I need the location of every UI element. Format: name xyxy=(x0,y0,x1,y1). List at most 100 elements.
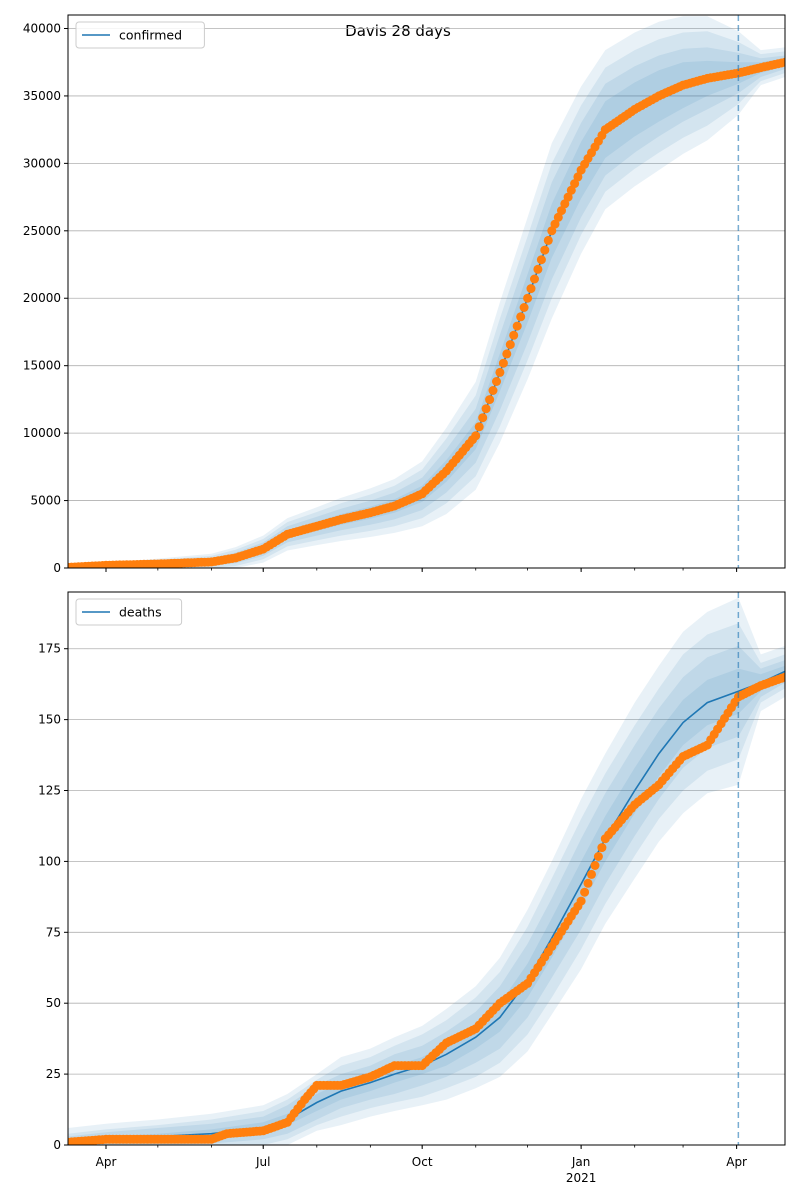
deaths-chart-panel: 0 25 50 75 100 125 150 175 Apr Jul Oct Jan 2021 Apr de… xyxy=(38,591,786,1185)
y-tick-label: 15000 xyxy=(23,359,61,373)
observed-point xyxy=(523,293,533,303)
legend-label: deaths xyxy=(119,605,162,620)
observed-point xyxy=(543,947,553,957)
y-tick-label: 75 xyxy=(46,925,61,939)
y-tick-label: 125 xyxy=(38,784,61,798)
x-tick-label: Apr xyxy=(96,1155,117,1169)
legend: deaths xyxy=(75,598,183,626)
x-tick-label: Jul xyxy=(255,1155,270,1169)
observed-point xyxy=(149,559,159,568)
observed-point xyxy=(492,1002,501,1012)
observed-point xyxy=(495,367,505,377)
observed-point xyxy=(474,422,484,432)
observed-point xyxy=(675,756,685,765)
legend-box xyxy=(75,598,183,626)
observed-point xyxy=(536,255,546,265)
observed-point xyxy=(414,490,424,500)
y-tick-label: 150 xyxy=(38,713,61,727)
y-tick-label: 20000 xyxy=(23,291,61,305)
observed-point xyxy=(509,330,519,340)
x-tick-label: Jan xyxy=(571,1155,591,1169)
x-tick-label: Apr xyxy=(726,1155,747,1169)
observed-point xyxy=(557,206,566,216)
observed-point xyxy=(333,1080,342,1090)
observed-point xyxy=(550,219,560,229)
y-tick-label: 25000 xyxy=(23,224,61,238)
observed-point xyxy=(560,199,570,209)
y-tick-label: 40000 xyxy=(23,21,61,35)
observed-point xyxy=(296,1099,306,1109)
observed-point xyxy=(580,887,590,897)
observed-point xyxy=(530,274,539,284)
observed-point xyxy=(626,107,636,117)
observed-point xyxy=(543,235,553,245)
observed-point xyxy=(502,349,512,359)
observed-point xyxy=(597,130,607,140)
legend: confirmed xyxy=(75,21,205,49)
observed-point xyxy=(468,1025,477,1035)
observed-point xyxy=(583,878,593,888)
axes-frame xyxy=(67,14,786,569)
y-tick-label: 50 xyxy=(46,996,61,1010)
y-tick-label: 0 xyxy=(53,1138,61,1152)
observed-point xyxy=(386,502,396,512)
y-tick-label: 175 xyxy=(38,642,61,656)
observed-point xyxy=(563,192,573,202)
observed-point xyxy=(777,673,785,683)
plot-area xyxy=(68,16,785,568)
observed-point xyxy=(626,804,636,813)
y-tick-label: 5000 xyxy=(30,494,61,508)
uncertainty-band-3 xyxy=(68,623,785,1145)
observed-point xyxy=(593,852,603,861)
y-tick-label: 0 xyxy=(53,561,61,575)
plot-area xyxy=(68,597,785,1145)
confirmed-chart-panel: 0 5000 10000 15000 20000 25000 30000 35000 40000… xyxy=(23,14,786,575)
observed-point xyxy=(650,783,660,793)
observed-point xyxy=(279,1119,289,1128)
observed-point xyxy=(547,226,557,236)
x-tick-sublabel: 2021 xyxy=(566,1171,597,1185)
observed-point xyxy=(149,1134,159,1144)
observed-point xyxy=(485,395,495,405)
observed-point xyxy=(675,82,685,92)
observed-point xyxy=(386,1062,396,1072)
observed-point xyxy=(227,554,237,563)
uncertainty-band-2 xyxy=(68,645,785,1145)
uncertainty-band-4 xyxy=(68,16,785,568)
observed-point xyxy=(255,545,265,555)
observed-point xyxy=(492,377,501,386)
uncertainty-band-1 xyxy=(68,665,785,1145)
observed-point xyxy=(533,264,543,274)
observed-point xyxy=(553,212,563,222)
observed-point xyxy=(777,58,785,68)
observed-point xyxy=(279,531,289,541)
observed-point xyxy=(590,861,600,870)
observed-point xyxy=(414,1061,424,1071)
legend-label: confirmed xyxy=(119,28,182,43)
observed-point xyxy=(573,901,583,911)
y-tick-label: 35000 xyxy=(23,89,61,103)
uncertainty-band-4 xyxy=(68,597,785,1145)
y-tick-label: 30000 xyxy=(23,156,61,170)
observed-point xyxy=(526,284,536,294)
observed-point xyxy=(566,185,576,195)
observed-point xyxy=(540,245,550,255)
observed-point xyxy=(699,74,709,84)
y-tick-label: 25 xyxy=(46,1067,61,1081)
observed-point xyxy=(498,358,508,368)
observed-point xyxy=(438,469,448,479)
uncertainty-band-2 xyxy=(68,47,785,568)
observed-point xyxy=(573,172,583,182)
observed-point xyxy=(255,1126,265,1136)
observed-point xyxy=(438,1041,448,1051)
observed-point xyxy=(505,340,515,350)
y-tick-label: 10000 xyxy=(23,426,61,440)
observed-point xyxy=(512,321,522,331)
observed-point xyxy=(597,843,607,853)
y-tick-label: 100 xyxy=(38,854,61,868)
axes-frame xyxy=(67,591,786,1146)
observed-point xyxy=(481,404,491,414)
legend-box xyxy=(75,21,205,49)
observed-point xyxy=(519,303,529,312)
